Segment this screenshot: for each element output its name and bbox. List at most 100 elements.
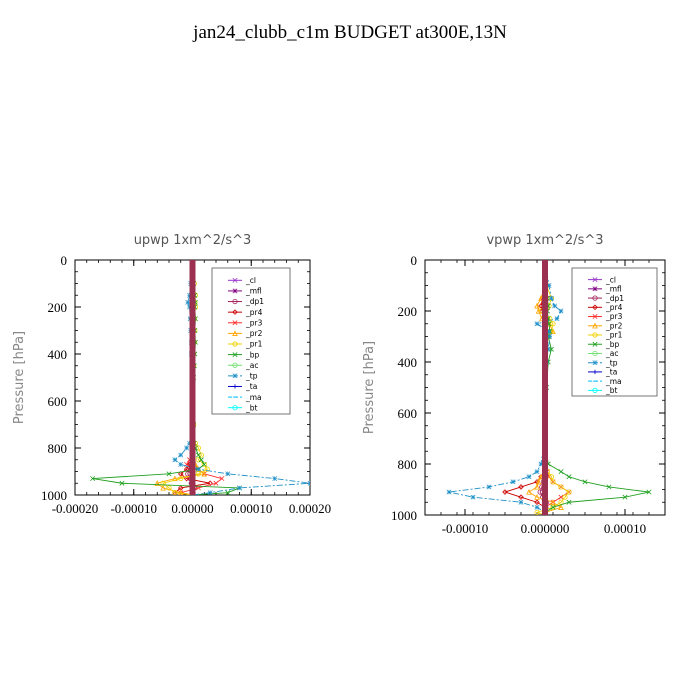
- series-overlap-marker: [189, 419, 196, 425]
- series-point-bp: [566, 499, 572, 505]
- legend-marker-pr4: [232, 309, 238, 315]
- series-point-pr1: [198, 452, 204, 458]
- series-overlap-marker: [542, 487, 548, 493]
- legend: _cl_mfl_dp1_pr4_pr3_pr2_pr1_bp_ac_tp_ta_…: [571, 267, 658, 397]
- series-point-pr2: [160, 484, 166, 491]
- series-point-pr2: [201, 470, 208, 477]
- series-overlap-marker: [542, 512, 548, 515]
- series-point-pr1: [195, 457, 201, 463]
- series-overlap-marker: [542, 472, 548, 478]
- series-overlap-marker: [189, 281, 196, 287]
- series-overlap-marker: [542, 333, 548, 339]
- series-overlap-marker: [542, 505, 548, 511]
- series-point-pr4: [518, 484, 524, 490]
- series-overlap-marker: [189, 265, 196, 271]
- series-point-tp: [195, 466, 201, 472]
- series-overlap-marker: [189, 377, 196, 383]
- series-overlap-marker: [189, 260, 196, 264]
- series-overlap-marker: [542, 340, 548, 346]
- series-overlap-marker: [189, 327, 196, 333]
- series-overlap-marker: [189, 275, 196, 281]
- series-overlap-marker: [189, 360, 196, 366]
- series-overlap-marker: [189, 403, 196, 409]
- x-tick-label: 0.00010: [230, 501, 272, 516]
- series-overlap-marker: [542, 394, 548, 400]
- series-overlap-marker: [542, 369, 548, 375]
- legend-marker-dp1: [592, 295, 598, 301]
- series-overlap-marker: [189, 334, 196, 340]
- legend-label-pr4: _pr4: [245, 308, 263, 317]
- series-overlap-marker: [189, 298, 196, 304]
- series-point-pr3: [219, 476, 225, 482]
- legend-label-cl: _cl: [605, 275, 616, 284]
- legend-label-mfl: _mfl: [245, 287, 262, 296]
- series-point-bp: [622, 494, 628, 500]
- series-overlap-marker: [189, 363, 196, 369]
- series-point-tp: [552, 303, 558, 309]
- series-point-pr1: [195, 445, 201, 451]
- series-overlap-marker: [189, 416, 196, 422]
- legend-marker-bp: [232, 352, 238, 358]
- series-point-pr1: [204, 466, 210, 472]
- series-overlap-marker: [542, 287, 548, 293]
- series-point-tp: [446, 489, 452, 495]
- legend-label-tp: _tp: [605, 358, 618, 367]
- series-point-pr2: [550, 328, 556, 334]
- series-point-pr2: [154, 480, 161, 486]
- series-overlap-marker: [189, 383, 196, 389]
- series-overlap-marker: [542, 422, 548, 428]
- series-overlap-marker: [189, 456, 196, 462]
- series-overlap-marker: [542, 323, 548, 329]
- series-point-tp: [534, 321, 540, 327]
- series-overlap-marker: [542, 430, 548, 436]
- series-point-pr2: [558, 504, 564, 510]
- legend-label-pr3: _pr3: [245, 318, 263, 327]
- series-overlap-marker: [189, 439, 196, 445]
- series-overlap-marker: [189, 410, 196, 416]
- series-point-bp: [90, 476, 96, 482]
- series-point-bp: [225, 490, 231, 495]
- series-overlap-marker: [189, 344, 196, 350]
- series-point-tp: [178, 462, 184, 467]
- series-overlap-marker: [189, 304, 196, 310]
- legend-marker-pr3: [592, 314, 598, 320]
- series-overlap-marker: [189, 367, 196, 373]
- y-tick-label: 200: [48, 300, 68, 315]
- series-overlap-marker: [189, 317, 196, 323]
- series-point-tp: [534, 469, 540, 475]
- series-point-pr1: [548, 474, 555, 480]
- series-overlap-marker: [542, 444, 548, 450]
- y-tick-label: 400: [398, 355, 418, 370]
- series-overlap-marker: [542, 308, 548, 314]
- series-point-bp: [166, 471, 172, 477]
- legend-marker-pr2: [232, 330, 238, 336]
- series-overlap-marker: [542, 458, 548, 464]
- series-overlap-marker: [542, 387, 548, 393]
- legend-marker-pr2: [592, 322, 598, 329]
- y-tick-label: 600: [398, 406, 418, 421]
- series-overlap-marker: [542, 426, 548, 432]
- series-point-tp: [545, 346, 551, 352]
- legend-marker-ac: [592, 350, 598, 357]
- series-overlap-marker: [542, 476, 548, 482]
- series-overlap-marker: [189, 324, 196, 330]
- series-overlap-marker: [542, 362, 548, 368]
- series-overlap-marker: [542, 319, 548, 325]
- series-overlap-marker: [189, 347, 196, 353]
- x-tick-label: 0.00020: [289, 501, 331, 516]
- series-overlap-marker: [189, 278, 196, 284]
- legend-marker-bt: [592, 387, 598, 393]
- series-overlap-marker: [189, 390, 196, 396]
- series-point-tp: [225, 471, 231, 477]
- series-overlap-marker: [542, 462, 548, 468]
- series-point-pr4: [207, 480, 213, 487]
- legend-marker-pr3: [232, 320, 238, 326]
- series-point-tp: [518, 499, 524, 505]
- legend-label-mfl: _mfl: [605, 285, 622, 294]
- series-overlap-marker: [542, 276, 548, 282]
- legend-label-tp: _tp: [245, 372, 258, 381]
- series-overlap-marker: [542, 469, 548, 475]
- series-overlap-marker: [189, 261, 196, 267]
- series-overlap-marker: [189, 311, 196, 317]
- legend-label-dp1: _dp1: [245, 297, 264, 306]
